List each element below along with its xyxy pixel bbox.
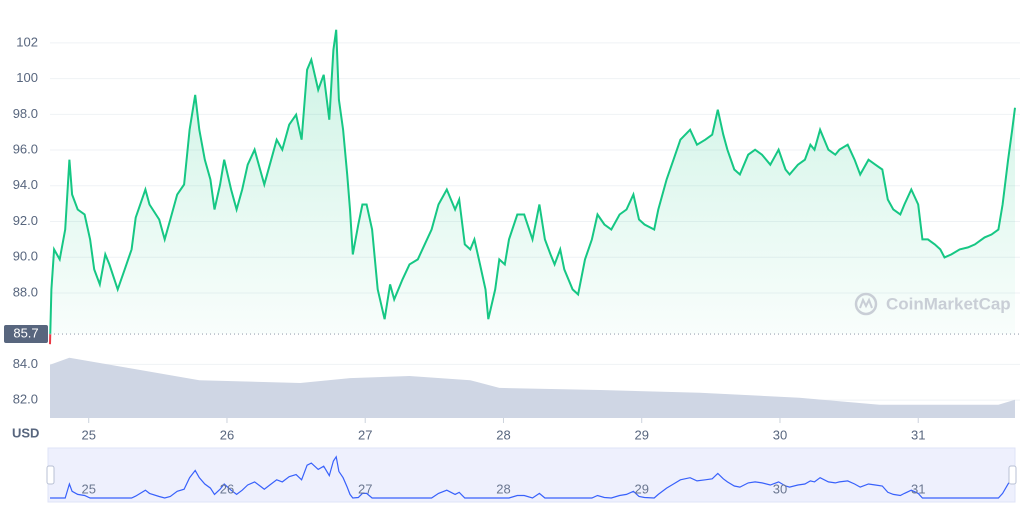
watermark-logo: [854, 292, 878, 316]
watermark-text: CoinMarketCap: [886, 294, 1011, 313]
navigator-tick-label: 31: [911, 481, 925, 496]
navigator-tick-label: 28: [496, 481, 510, 496]
y-tick-label: 84.0: [13, 356, 38, 371]
baseline-badge: [4, 325, 48, 344]
y-tick-label: 100: [16, 70, 38, 85]
watermark: CoinMarketCap: [854, 292, 1011, 316]
navigator-line: [50, 455, 1016, 499]
y-tick-label: 96.0: [13, 141, 38, 156]
x-tick-label: 28: [496, 427, 510, 442]
x-tick-label: 31: [911, 427, 925, 442]
area-fill: [50, 29, 1015, 335]
y-tick-label: 102: [16, 34, 38, 49]
currency-label: USD: [12, 425, 39, 440]
price-line: [49, 29, 1016, 335]
navigator-handle: [1008, 465, 1017, 485]
volume-layer: [50, 357, 1015, 418]
x-tick-label: 25: [81, 427, 95, 442]
y-tick-label: 92.0: [13, 213, 38, 228]
y-tick-label: 88.0: [13, 284, 38, 299]
plot: [49, 29, 1020, 345]
watermark-logo: [859, 297, 873, 309]
baseline-label: 85.7: [13, 325, 38, 340]
volume-area: [50, 357, 1015, 418]
axes: 82.0 84.0 88.0 90.0 92.0 94.0 96.0 98.0 100 102 25…: [4, 34, 925, 442]
y-tick-label: 90.0: [13, 249, 38, 264]
x-tick-label: 26: [220, 427, 234, 442]
navigator-tick-label: 25: [81, 481, 95, 496]
x-tick-label: 27: [358, 427, 372, 442]
y-tick-label: 94.0: [13, 177, 38, 192]
navigator-layer: 25 26 27 28 29 30 31: [46, 455, 1017, 499]
y-tick-label: 82.0: [13, 392, 38, 407]
navigator: [47, 447, 1016, 503]
y-tick-label: 98.0: [13, 106, 38, 121]
x-tick-label: 29: [634, 427, 648, 442]
navigator-tick-label: 27: [358, 481, 372, 496]
navigator-handle: [46, 465, 55, 485]
navigator-tick-label: 29: [634, 481, 648, 496]
x-tick-label: 30: [773, 427, 787, 442]
navigator-tick-label: 26: [220, 481, 234, 496]
navigator-tick-label: 30: [773, 481, 787, 496]
